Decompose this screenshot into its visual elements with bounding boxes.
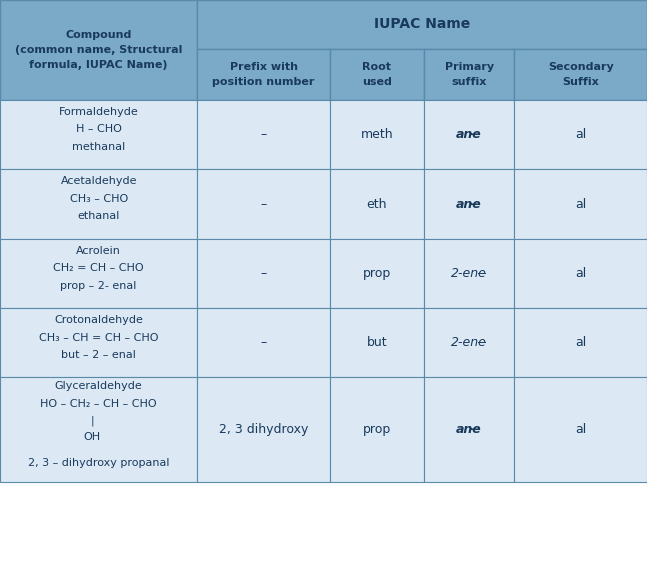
- Bar: [197, 308, 330, 377]
- Text: IUPAC Name: IUPAC Name: [374, 18, 470, 31]
- Text: but – 2 – enal: but – 2 – enal: [61, 350, 136, 360]
- Text: eth: eth: [367, 198, 387, 211]
- Text: al: al: [575, 198, 586, 211]
- Bar: [514, 169, 647, 239]
- Text: H – CHO: H – CHO: [76, 125, 122, 135]
- Bar: [0, 239, 197, 308]
- Text: Glyceraldehyde: Glyceraldehyde: [55, 381, 142, 391]
- Text: –: –: [261, 336, 267, 349]
- Bar: [514, 49, 647, 100]
- Bar: [197, 169, 330, 239]
- Text: prop: prop: [363, 423, 391, 436]
- Text: 2, 3 dihydroxy: 2, 3 dihydroxy: [219, 423, 309, 436]
- Text: OH: OH: [83, 432, 101, 442]
- Text: –: –: [261, 128, 267, 141]
- Text: ane̶: ane̶: [456, 423, 482, 436]
- Text: Formaldehyde: Formaldehyde: [59, 107, 138, 117]
- Text: meth: meth: [360, 128, 393, 141]
- Text: Prefix with
position number: Prefix with position number: [212, 62, 315, 87]
- Bar: [0, 100, 197, 169]
- Text: CH₃ – CH = CH – CHO: CH₃ – CH = CH – CHO: [39, 333, 159, 343]
- Text: –: –: [261, 198, 267, 211]
- Text: –: –: [261, 267, 267, 280]
- Bar: [330, 169, 424, 239]
- Text: ane̶: ane̶: [456, 128, 482, 141]
- Text: prop – 2- enal: prop – 2- enal: [60, 280, 137, 290]
- Text: Compound
(common name, Structural
formula, IUPAC Name): Compound (common name, Structural formul…: [15, 30, 182, 70]
- Bar: [197, 0, 647, 49]
- Text: |: |: [91, 416, 94, 426]
- Text: CH₂ = CH – CHO: CH₂ = CH – CHO: [53, 263, 144, 273]
- Text: Acetaldehyde: Acetaldehyde: [60, 176, 137, 186]
- Text: 2-ene̶: 2-ene̶: [451, 267, 487, 280]
- Text: Secondary
Suffix: Secondary Suffix: [548, 62, 613, 87]
- Text: but: but: [367, 336, 387, 349]
- Bar: [197, 239, 330, 308]
- Text: methanal: methanal: [72, 142, 126, 152]
- Bar: [0, 377, 197, 482]
- Bar: [424, 308, 514, 377]
- Bar: [0, 169, 197, 239]
- Bar: [424, 100, 514, 169]
- Bar: [330, 308, 424, 377]
- Bar: [0, 0, 197, 100]
- Text: al: al: [575, 128, 586, 141]
- Text: prop: prop: [363, 267, 391, 280]
- Bar: [514, 308, 647, 377]
- Text: CH₃ – CHO: CH₃ – CHO: [69, 194, 128, 204]
- Text: Root
used: Root used: [362, 62, 392, 87]
- Bar: [424, 49, 514, 100]
- Bar: [424, 239, 514, 308]
- Text: Crotonaldehyde: Crotonaldehyde: [54, 315, 143, 325]
- Text: 2, 3 – dihydroxy propanal: 2, 3 – dihydroxy propanal: [28, 458, 170, 468]
- Bar: [330, 239, 424, 308]
- Bar: [197, 49, 330, 100]
- Text: ethanal: ethanal: [78, 211, 120, 221]
- Bar: [424, 377, 514, 482]
- Text: al: al: [575, 423, 586, 436]
- Text: Acrolein: Acrolein: [76, 246, 121, 256]
- Text: HO – CH₂ – CH – CHO: HO – CH₂ – CH – CHO: [40, 399, 157, 409]
- Text: al: al: [575, 267, 586, 280]
- Text: al: al: [575, 336, 586, 349]
- Bar: [514, 100, 647, 169]
- Bar: [424, 169, 514, 239]
- Bar: [197, 377, 330, 482]
- Bar: [330, 377, 424, 482]
- Bar: [197, 100, 330, 169]
- Bar: [514, 239, 647, 308]
- Bar: [330, 49, 424, 100]
- Bar: [330, 100, 424, 169]
- Bar: [0, 308, 197, 377]
- Text: ane̶: ane̶: [456, 198, 482, 211]
- Bar: [514, 377, 647, 482]
- Text: 2-ene̶: 2-ene̶: [451, 336, 487, 349]
- Text: Primary
suffix: Primary suffix: [444, 62, 494, 87]
